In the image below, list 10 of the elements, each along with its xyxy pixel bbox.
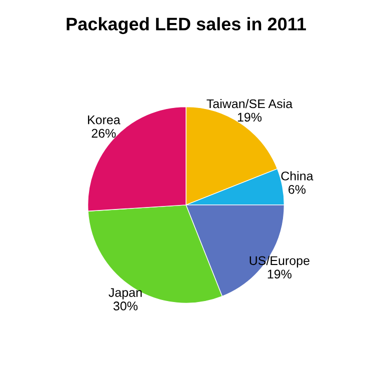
slice-label: Taiwan/SE Asia [206, 98, 293, 108]
data-label: 19% [238, 112, 262, 122]
slice-label: China [281, 171, 314, 180]
data-label: 6% [288, 185, 306, 194]
chart-title: Packaged LED sales in 2011 [66, 17, 306, 34]
slice-label: Korea [88, 116, 120, 124]
data-label: 19% [268, 270, 292, 279]
data-label: 26% [92, 128, 116, 138]
data-label: 30% [113, 302, 138, 310]
slice-label: Japan [108, 288, 142, 300]
